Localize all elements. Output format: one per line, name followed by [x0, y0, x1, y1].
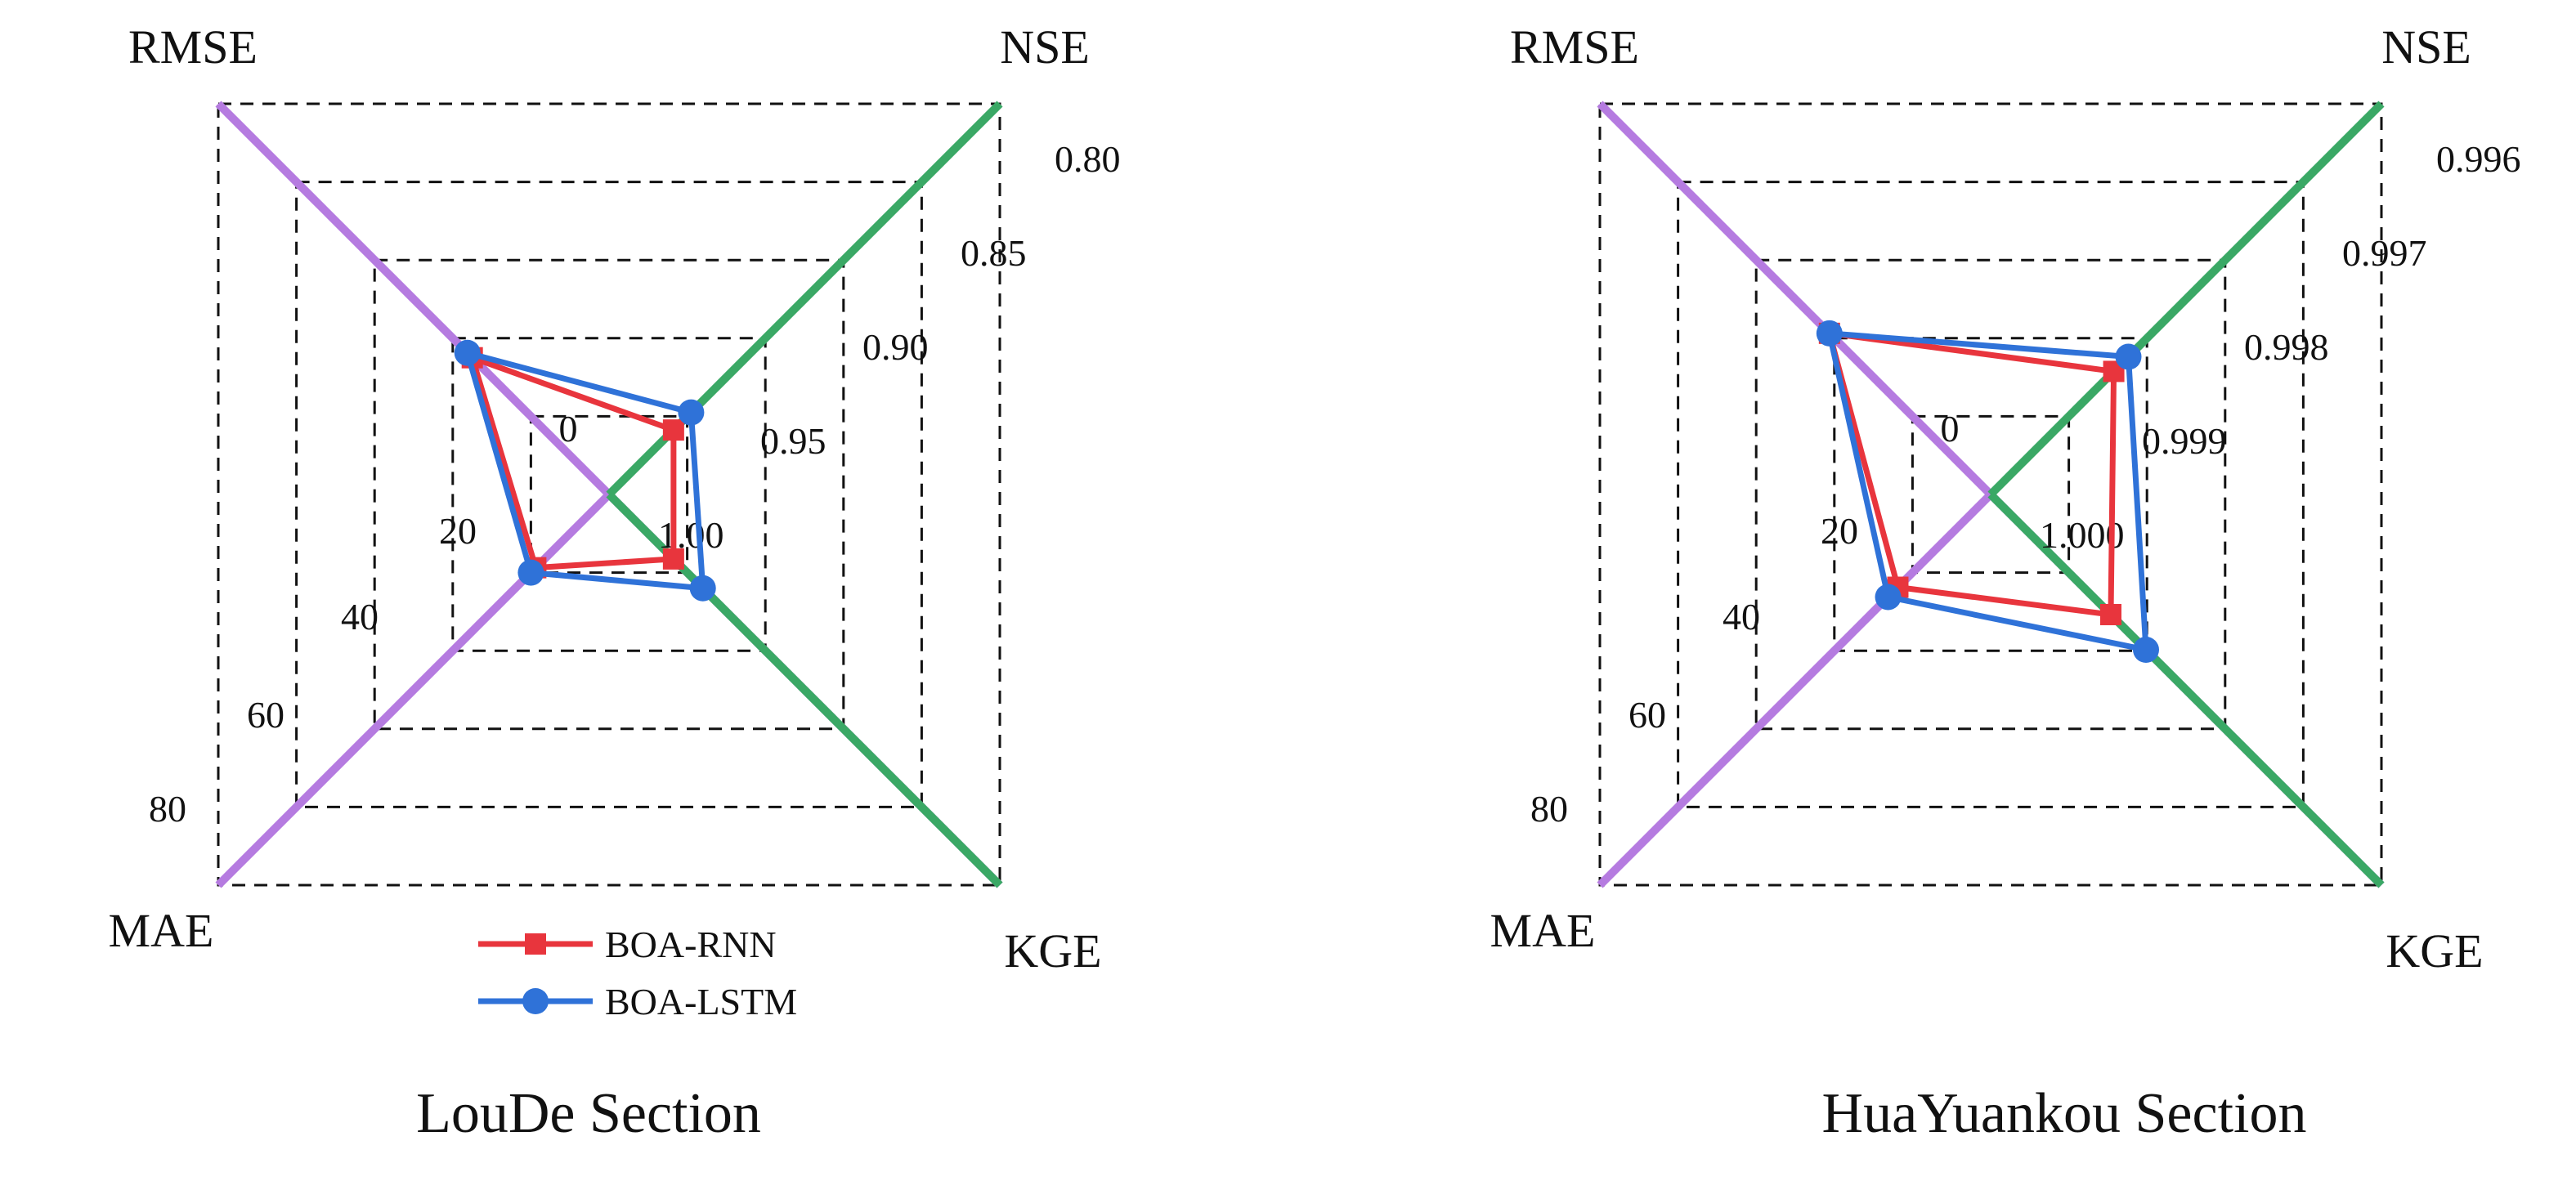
grid-ring — [1598, 102, 2383, 887]
axis-label-rmse: RMSE — [128, 20, 258, 74]
score-tick-label: 0.90 — [862, 326, 929, 368]
axis-label-nse: NSE — [1000, 20, 1090, 74]
kge-axis-line — [1987, 491, 2385, 888]
score-tick-label: 0.999 — [2142, 420, 2227, 462]
rnn-point-kge — [662, 548, 684, 570]
legend-label: BOA-RNN — [605, 924, 777, 965]
error-tick-label: 40 — [341, 596, 379, 637]
error-tick-label: 20 — [1821, 510, 1858, 552]
error-tick-label: 60 — [247, 694, 284, 736]
legend: BOA-RNN BOA-LSTM — [478, 924, 797, 1022]
lstm-point-rmse — [1816, 320, 1843, 347]
error-tick-label: 60 — [1628, 694, 1666, 736]
mae-axis-line — [1597, 491, 1994, 888]
nse-axis-line — [1987, 101, 2385, 498]
grid-ring — [217, 102, 1001, 887]
axis-label-kge: KGE — [2386, 924, 2483, 977]
lstm-point-nse — [2115, 343, 2142, 370]
grid-ring — [295, 181, 923, 808]
error-tick-label: 80 — [1530, 788, 1568, 830]
lstm-point-kge — [689, 575, 716, 602]
error-tick-label: 20 — [439, 510, 477, 552]
axis-label-mae: MAE — [1490, 904, 1596, 957]
grid-ring — [1754, 258, 2227, 731]
lstm-point-kge — [2133, 637, 2160, 664]
rnn-point-kge — [2099, 603, 2121, 625]
grid-ring — [373, 258, 845, 731]
axis-label-mae: MAE — [109, 904, 214, 957]
axis-label-rmse: RMSE — [1510, 20, 1639, 74]
grid-ring — [1677, 181, 2305, 808]
score-tick-label: 0.95 — [760, 420, 827, 462]
error-tick-label: 40 — [1723, 596, 1760, 637]
lstm-point-rmse — [454, 339, 481, 366]
lstm-point-mae — [1875, 584, 1902, 611]
score-tick-label: 0.996 — [2436, 138, 2521, 180]
rnn-point-nse — [662, 419, 684, 441]
error-tick-label: 0 — [559, 408, 578, 450]
error-tick-label: 0 — [1941, 408, 1960, 450]
lstm-point-mae — [517, 559, 544, 586]
grid-ring — [1833, 337, 2148, 652]
grid-ring — [1911, 414, 2071, 575]
radar-chart-1: RMSE NSEKGEMAE0204060801.000.950.900.850.… — [109, 20, 1121, 1145]
legend-marker-square — [525, 933, 546, 955]
error-tick-label: 80 — [149, 788, 186, 830]
score-tick-label: 0.997 — [2342, 232, 2427, 274]
grid-ring — [451, 337, 767, 652]
axis-label-kge: KGE — [1004, 924, 1101, 977]
mae-axis-line — [215, 491, 612, 888]
score-tick-label: 0.85 — [961, 232, 1027, 274]
lstm-point-nse — [678, 399, 705, 426]
score-tick-label: 0.80 — [1055, 138, 1121, 180]
grid-ring — [529, 414, 689, 575]
legend-marker-circle — [522, 988, 549, 1014]
radar-chart-2: RMSE NSEKGEMAE0204060801.0000.9990.9980.9… — [1490, 20, 2521, 1145]
legend-label: BOA-LSTM — [605, 981, 797, 1022]
score-tick-label: 0.998 — [2244, 326, 2329, 368]
chart-title: HuaYuankou Section — [1822, 1082, 2307, 1145]
axis-label-nse: NSE — [2381, 20, 2471, 74]
chart-title: LouDe Section — [416, 1082, 761, 1145]
